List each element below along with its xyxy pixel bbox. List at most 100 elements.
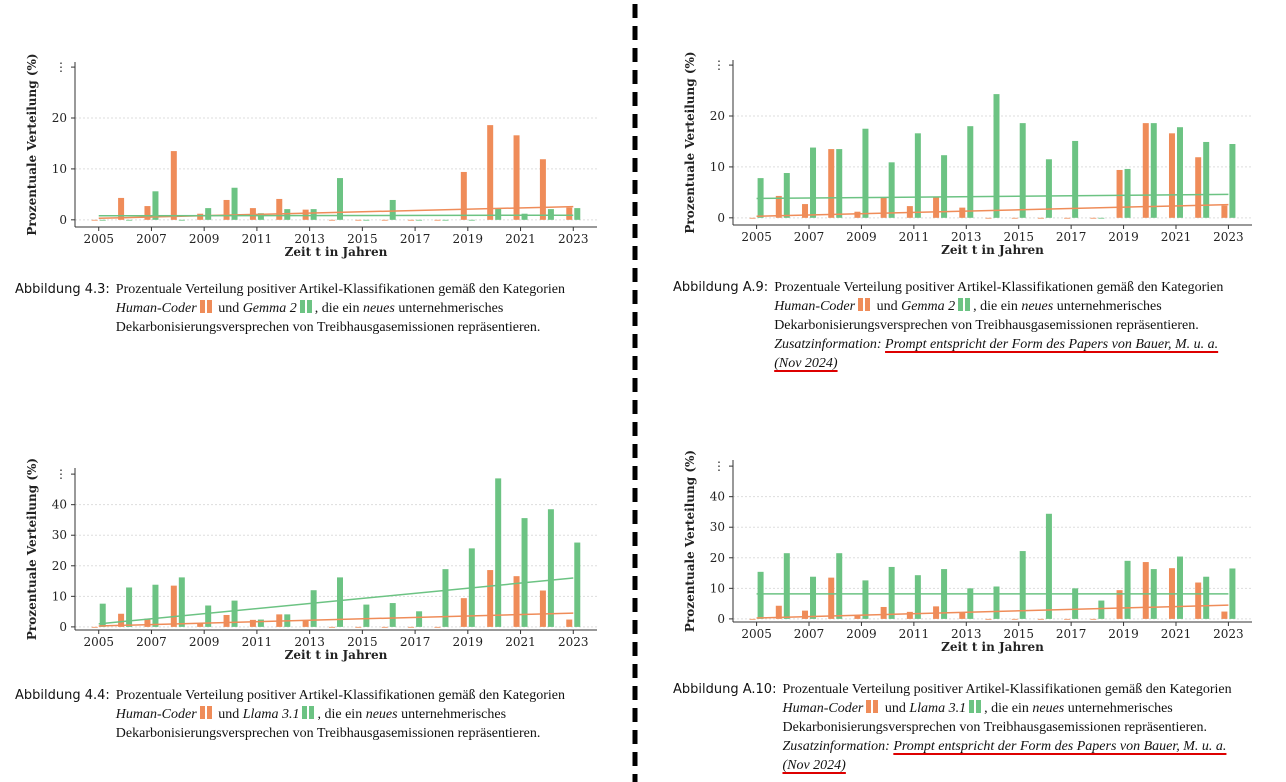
bar <box>329 219 335 221</box>
legend-swatch <box>958 298 971 311</box>
caption: Abbildung A.10: Prozentuale Verteilung po… <box>673 680 1242 775</box>
bar <box>434 626 441 628</box>
bar <box>91 219 98 221</box>
y-tick-label: 40 <box>52 498 67 512</box>
bar <box>1124 168 1131 218</box>
bar <box>888 162 895 218</box>
bar <box>836 149 843 218</box>
bar <box>880 606 887 619</box>
bar <box>1064 217 1071 219</box>
legend-label: Human-Coder <box>782 701 864 716</box>
bar <box>249 619 256 627</box>
y-tick-label: 0 <box>717 612 725 626</box>
y-tick-label: 20 <box>52 559 67 573</box>
bar <box>1124 560 1131 619</box>
x-axis-label: Zeit t in Jahren <box>941 243 1044 257</box>
bar <box>1011 618 1018 620</box>
x-tick-label: 2007 <box>136 232 167 246</box>
bar <box>460 598 467 627</box>
bar <box>547 509 554 627</box>
bar <box>99 603 106 627</box>
bar <box>389 603 396 627</box>
bar <box>749 618 756 620</box>
x-tick-label: 2023 <box>1213 627 1244 641</box>
trend-line <box>98 612 574 627</box>
bar <box>783 173 790 218</box>
bar <box>408 626 415 628</box>
caption-outro-pre: , die ein <box>317 707 363 722</box>
x-tick-label: 2013 <box>951 230 982 244</box>
x-tick-label: 2021 <box>505 232 536 246</box>
bar <box>1090 217 1097 219</box>
bar <box>749 217 756 219</box>
bar <box>205 605 212 627</box>
bar <box>434 219 441 221</box>
x-tick-label: 2023 <box>1213 230 1244 244</box>
bar <box>118 613 125 627</box>
caption-note-label: Zusatzinformation: <box>774 337 882 352</box>
bar <box>337 178 343 220</box>
bar <box>118 197 125 220</box>
bar <box>197 213 204 220</box>
bar <box>854 615 861 619</box>
caption-outro-pre: , die ein <box>984 701 1029 716</box>
y-axis-label: Prozentuale Verteilung (%) <box>25 53 39 235</box>
legend-swatch <box>199 706 212 719</box>
x-tick-label: 2013 <box>294 232 325 246</box>
chart: 0 10 20 ⋮ 2005 2007 2009 2011 2013 2015 2017 2019 20… <box>683 51 1252 257</box>
bar <box>276 198 283 220</box>
bar <box>810 147 817 218</box>
bar <box>329 626 335 628</box>
y-tick-label: 10 <box>52 162 67 176</box>
bar <box>416 219 423 221</box>
bar <box>775 195 782 218</box>
bar <box>1229 568 1236 619</box>
legend-label: Gemma 2 <box>901 299 956 314</box>
legend-label: Human-Coder <box>115 707 197 722</box>
bar <box>363 604 370 627</box>
bar <box>566 207 573 220</box>
caption-text: Prozentuale Verteilung positiver Artikel… <box>774 278 1234 373</box>
bar <box>539 590 546 627</box>
bar <box>1011 217 1018 219</box>
bar <box>223 199 230 220</box>
bar <box>152 584 159 627</box>
bar <box>170 151 177 220</box>
x-axis-label: Zeit t in Jahren <box>285 648 388 662</box>
bar <box>91 626 98 628</box>
caption-outro-pre: , die ein <box>314 301 360 316</box>
bar <box>1195 157 1202 218</box>
bar <box>1195 582 1202 619</box>
x-tick-label: 2005 <box>741 230 772 244</box>
caption-label: Abbildung A.9: <box>673 280 769 295</box>
bar <box>1176 127 1183 218</box>
bar <box>310 209 317 220</box>
bar <box>442 569 449 627</box>
bar <box>1221 205 1228 218</box>
y-tick-label: 20 <box>710 109 725 123</box>
bar <box>495 478 502 627</box>
bar <box>1072 588 1079 619</box>
bar <box>993 586 1000 619</box>
x-tick-label: 2011 <box>899 230 930 244</box>
bar <box>257 213 264 220</box>
bar <box>170 585 177 627</box>
x-tick-label: 2009 <box>846 627 877 641</box>
x-tick-label: 2007 <box>136 635 167 649</box>
bar <box>1168 133 1175 218</box>
y-tick-label: 0 <box>717 211 725 225</box>
x-tick-label: 2007 <box>794 627 825 641</box>
bar <box>389 199 396 220</box>
bar <box>257 619 264 627</box>
bar <box>985 217 992 219</box>
x-tick-label: 2015 <box>347 232 378 246</box>
bar <box>1098 217 1105 219</box>
bar <box>205 208 212 220</box>
bar <box>355 626 362 628</box>
legend-swatch <box>866 700 879 713</box>
y-tick-label: ⋮ <box>55 60 67 74</box>
bar <box>416 611 423 627</box>
legend-swatch <box>299 300 312 313</box>
trend-line <box>98 577 574 625</box>
bar <box>1116 590 1123 619</box>
